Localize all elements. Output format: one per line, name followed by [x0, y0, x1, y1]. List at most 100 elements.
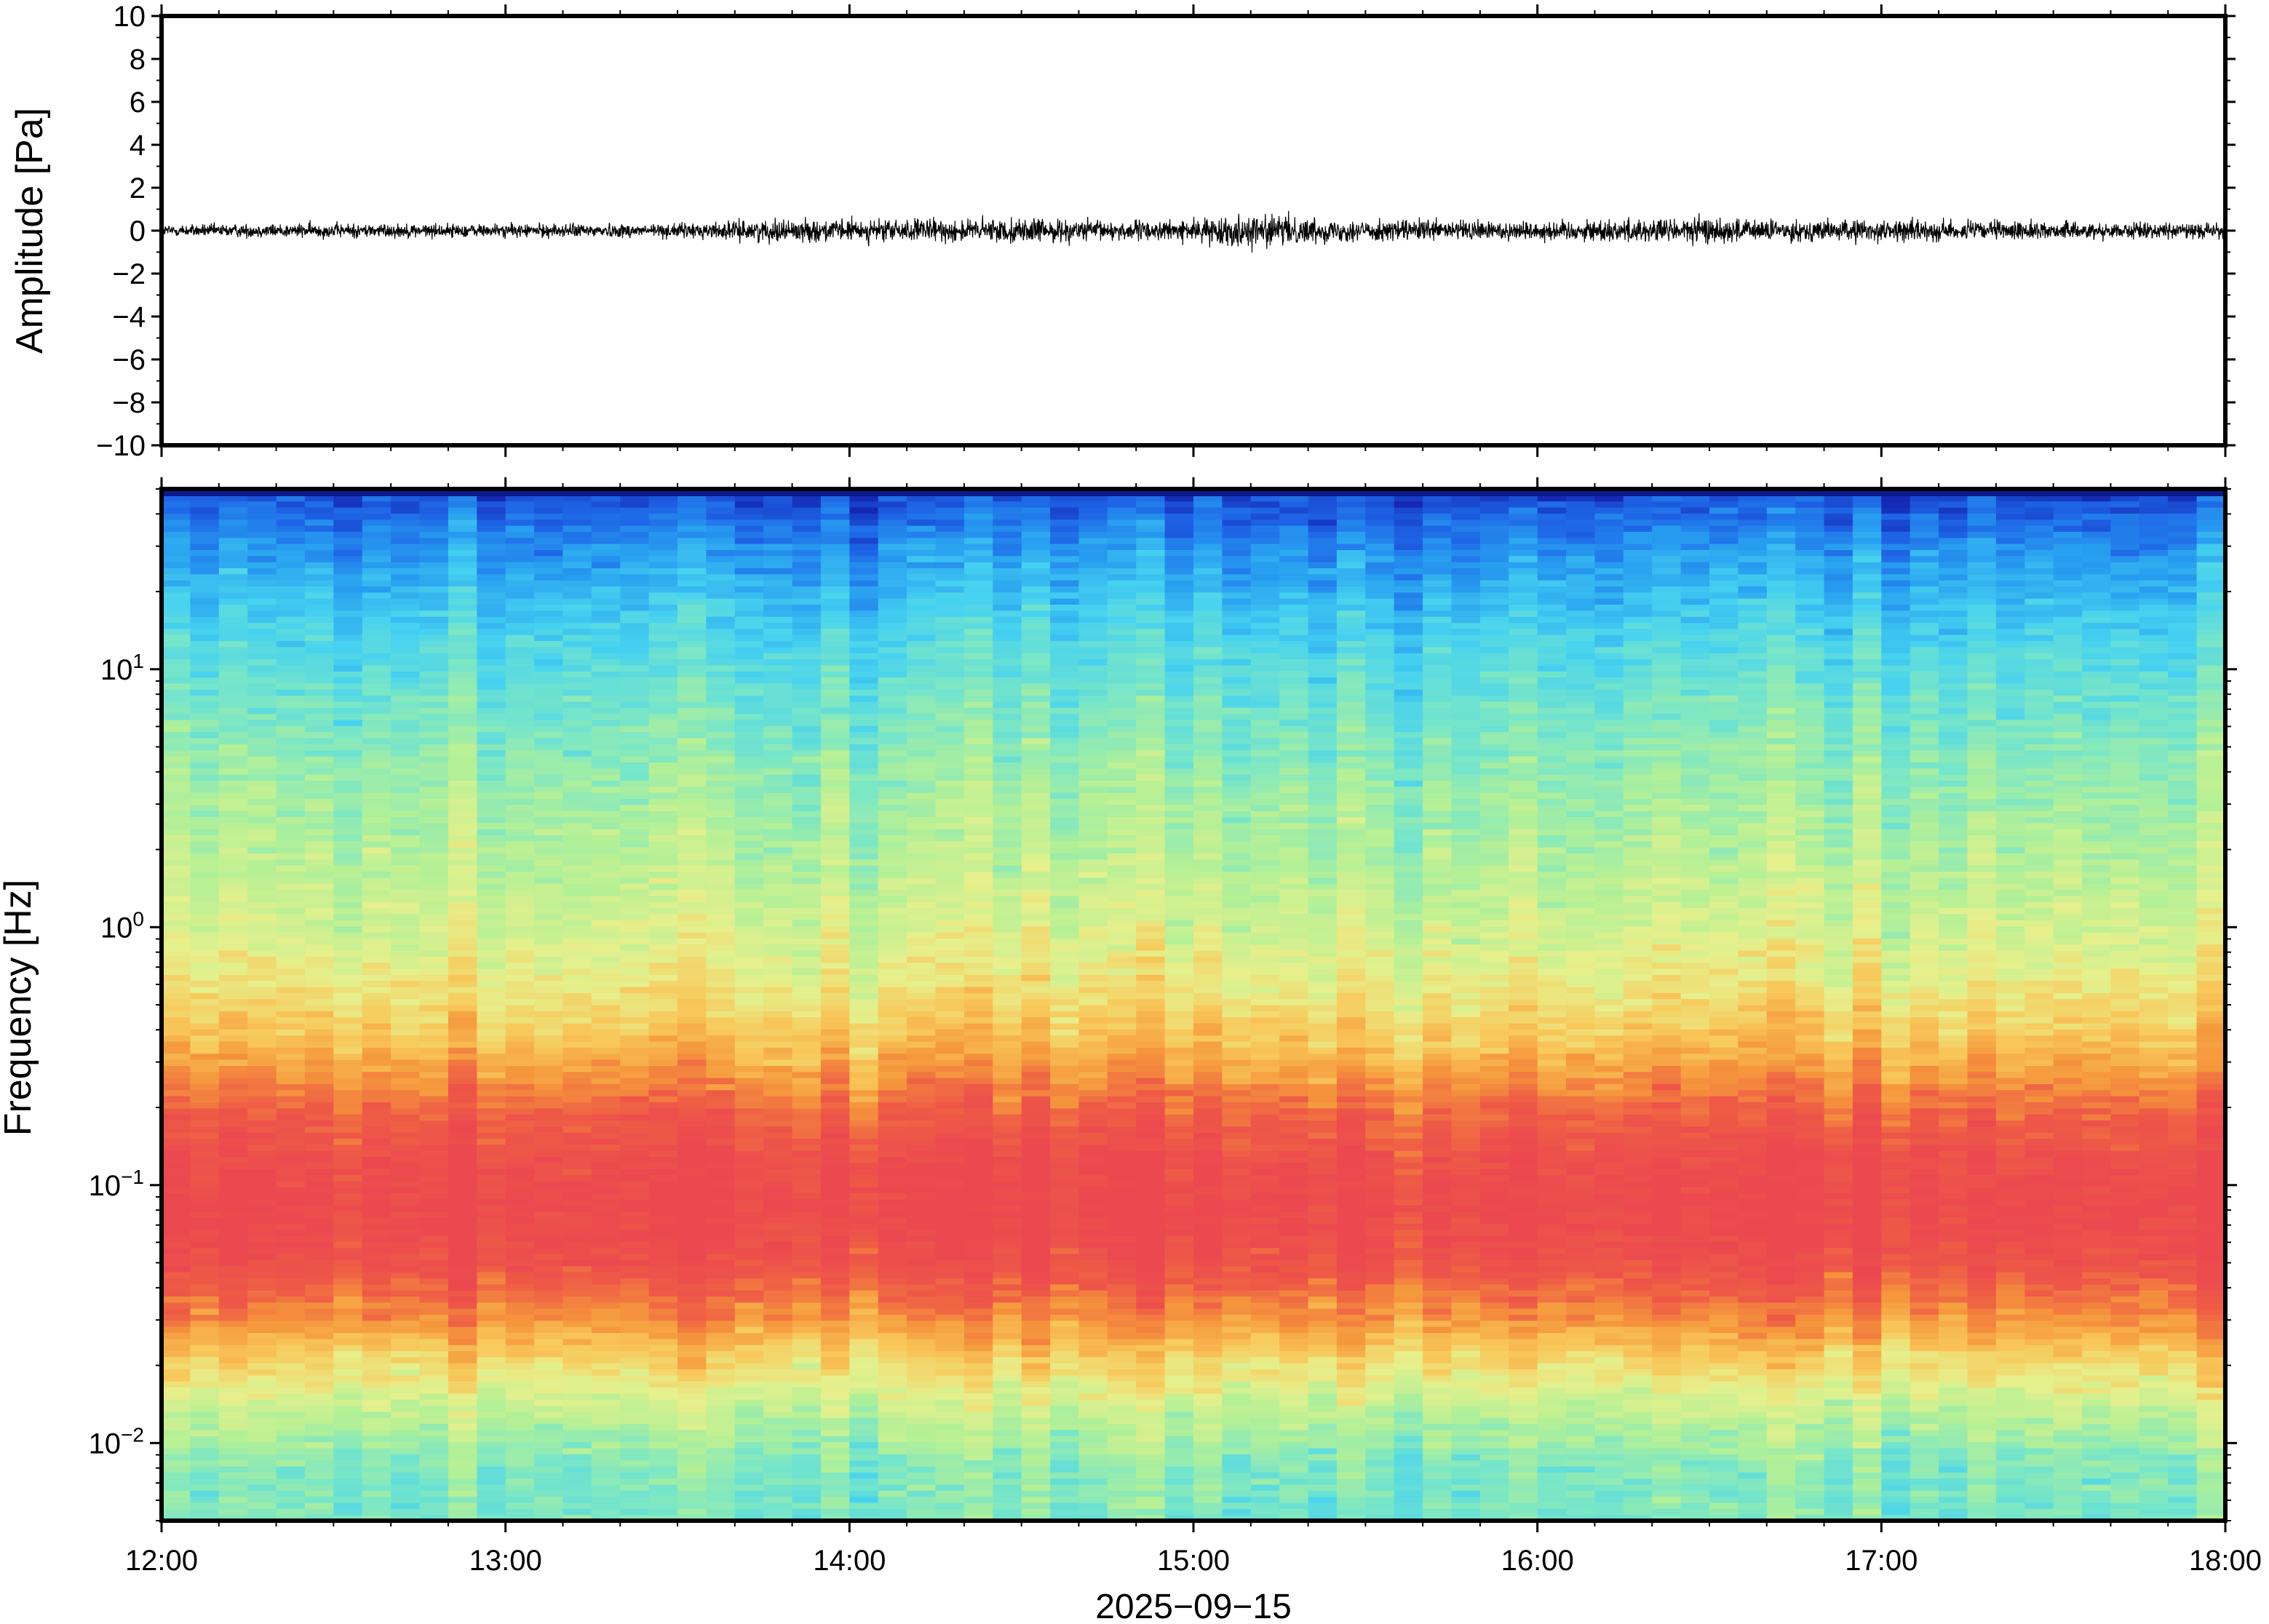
spectrogram-cell	[963, 1490, 993, 1497]
spectrogram-cell	[677, 586, 707, 593]
spectrogram-cell	[792, 1065, 822, 1072]
spectrogram-cell	[878, 1126, 907, 1133]
spectrogram-cell	[276, 1363, 306, 1369]
spectrogram-cell	[907, 580, 937, 586]
spectrogram-cell	[391, 1345, 421, 1351]
spectrogram-cell	[162, 822, 191, 829]
spectrogram-cell	[591, 701, 621, 708]
spectrogram-cell	[333, 1047, 363, 1054]
spectrogram-cell	[820, 731, 850, 739]
spectrogram-cell	[963, 1417, 993, 1425]
spectrogram-cell	[218, 1223, 248, 1230]
spectrogram-cell	[677, 695, 707, 702]
spectrogram-cell	[935, 682, 965, 690]
spectrogram-cell	[362, 792, 392, 799]
spectrogram-cell	[391, 1193, 421, 1200]
y-tick-label: −4	[112, 301, 146, 333]
spectrogram-cell	[477, 1107, 506, 1115]
spectrogram-cell	[620, 938, 650, 945]
spectrogram-cell	[763, 1047, 793, 1054]
spectrogram-cell	[734, 1096, 764, 1102]
spectrogram-cell	[849, 956, 879, 963]
spectrogram-cell	[820, 974, 850, 982]
spectrogram-cell	[734, 1071, 764, 1078]
spectrogram-cell	[792, 1302, 822, 1309]
spectrogram-cell	[763, 695, 793, 702]
spectrogram-cell	[591, 1478, 621, 1485]
spectrogram-cell	[276, 1472, 306, 1479]
spectrogram-cell	[218, 1508, 248, 1516]
spectrogram-cell	[162, 1114, 191, 1121]
spectrogram-cell	[304, 1059, 334, 1066]
spectrogram-cell	[304, 901, 334, 909]
spectrogram-cell	[534, 907, 564, 915]
spectrogram-cell	[907, 1205, 937, 1212]
spectrogram-cell	[247, 604, 277, 611]
spectrogram-cell	[763, 926, 793, 933]
spectrogram-cell	[448, 1107, 477, 1115]
spectrogram-cell	[448, 1399, 477, 1406]
spectrogram-cell	[907, 519, 937, 526]
spectrogram-cell	[247, 507, 277, 514]
spectrogram-cell	[190, 525, 220, 532]
spectrogram-cell	[534, 1120, 564, 1127]
spectrogram-cell	[677, 987, 707, 993]
spectrogram-cell	[792, 744, 822, 751]
spectrogram-cell	[391, 1374, 421, 1382]
spectrogram-cell	[849, 1059, 879, 1066]
spectrogram-cell	[534, 1490, 564, 1497]
spectrogram-cell	[763, 1345, 793, 1351]
spectrogram-cell	[763, 1460, 793, 1467]
spectrogram-cell	[734, 1350, 764, 1358]
spectrogram-cell	[563, 1290, 592, 1297]
spectrogram-cell	[391, 926, 421, 933]
spectrogram-cell	[247, 1114, 277, 1121]
spectrogram-cell	[391, 1283, 421, 1291]
spectrogram-cell	[792, 853, 822, 860]
spectrogram-cell	[162, 1417, 191, 1425]
spectrogram-cell	[333, 1393, 363, 1400]
spectrogram-cell	[591, 1490, 621, 1497]
spectrogram-cell	[706, 1065, 736, 1072]
spectrogram-cell	[591, 568, 621, 575]
spectrogram-cell	[162, 877, 191, 884]
spectrogram-cell	[162, 1180, 191, 1187]
spectrogram-cell	[591, 634, 621, 642]
spectrogram-cell	[563, 653, 592, 660]
spectrogram-cell	[563, 1272, 592, 1278]
spectrogram-cell	[162, 586, 191, 593]
spectrogram-cell	[362, 1345, 392, 1351]
spectrogram-cell	[563, 598, 592, 605]
spectrogram-cell	[247, 713, 277, 720]
spectrogram-cell	[276, 889, 306, 896]
spectrogram-cell	[247, 780, 277, 787]
spectrogram-cell	[907, 1308, 937, 1315]
spectrogram-cell	[276, 1198, 306, 1206]
spectrogram-cell	[734, 562, 764, 568]
spectrogram-cell	[706, 1429, 736, 1436]
spectrogram-cell	[620, 859, 650, 866]
spectrogram-cell	[648, 822, 678, 829]
spectrogram-cell	[648, 586, 678, 593]
spectrogram-cell	[247, 816, 277, 824]
spectrogram-cell	[849, 1065, 879, 1072]
spectrogram-cell	[591, 749, 621, 757]
spectrogram-cell	[820, 749, 850, 757]
spectrogram-cell	[391, 913, 421, 920]
spectrogram-cell	[162, 1272, 191, 1278]
spectrogram-cell	[734, 598, 764, 605]
spectrogram-cell	[648, 780, 678, 787]
spectrogram-cell	[448, 1465, 477, 1473]
spectrogram-cell	[963, 1308, 993, 1315]
spectrogram-cell	[935, 1126, 965, 1133]
spectrogram-cell	[734, 744, 764, 751]
spectrogram-cell	[963, 1314, 993, 1321]
spectrogram-cell	[563, 907, 592, 915]
spectrogram-cell	[247, 1235, 277, 1242]
spectrogram-cell	[505, 1193, 535, 1200]
spectrogram-cell	[907, 664, 937, 672]
spectrogram-cell	[591, 1496, 621, 1503]
spectrogram-cell	[706, 640, 736, 648]
spectrogram-cell	[907, 1417, 937, 1425]
spectrogram-cell	[907, 1429, 937, 1436]
